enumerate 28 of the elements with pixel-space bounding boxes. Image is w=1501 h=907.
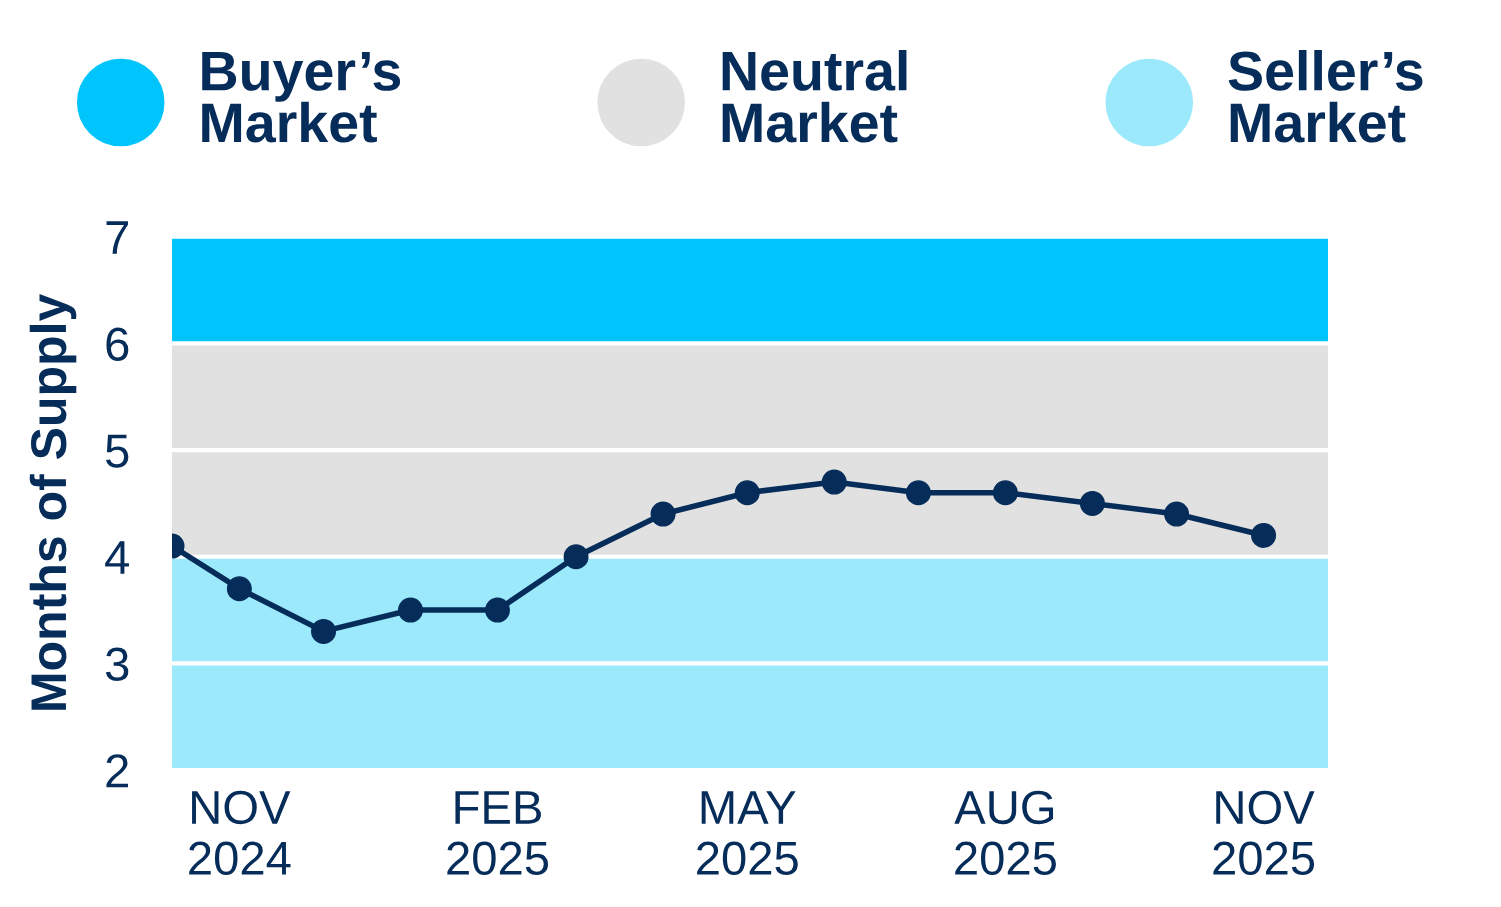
point [734,480,760,506]
x-tick-label: MAY 2025 [697,791,798,876]
x-tick-label: AUG 2025 [954,790,1056,876]
x-tick-label: NOV 2024 [189,790,291,876]
point [992,480,1018,506]
point [905,480,931,506]
y-tick-label: 5 [105,434,129,468]
y-tick-label: 3 [105,647,129,681]
point [226,576,252,602]
y-tick-label: 6 [106,327,129,361]
point [1164,501,1190,527]
point [311,618,337,644]
legend-label: Buyer’s Market [202,52,401,143]
legend-label: Neutral Market [722,50,907,143]
point [821,469,847,495]
y-tick-label: 4 [105,541,129,574]
y-tick-label: 7 [106,221,128,254]
x-tick-label: NOV 2025 [1213,790,1315,876]
point [398,597,424,623]
legend-label: Seller’s Market [1228,50,1423,143]
point [1079,490,1105,516]
point [485,597,511,623]
point [563,544,589,570]
y-tick-label: 2 [106,754,128,788]
point [650,501,676,527]
x-tick-label: FEB 2025 [447,791,549,876]
y-axis-title: Months of Supply [29,293,77,710]
point [1251,522,1277,548]
